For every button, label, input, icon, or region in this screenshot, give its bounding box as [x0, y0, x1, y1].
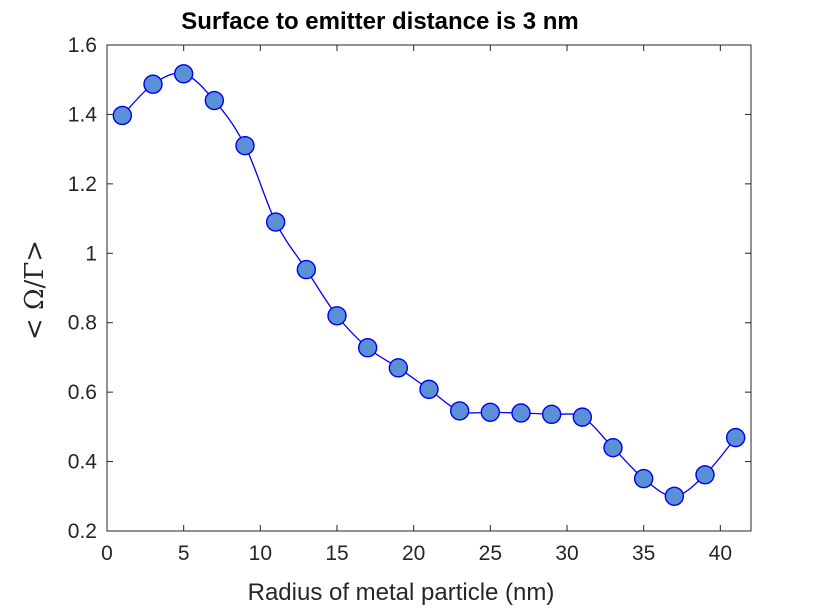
x-tick-label: 35	[632, 542, 655, 565]
x-tick-label: 5	[178, 542, 190, 565]
y-tick-label: 0.2	[68, 520, 97, 543]
y-tick-label: 1.2	[68, 173, 97, 196]
y-tick-label: 0.4	[68, 451, 98, 474]
data-point	[695, 465, 715, 485]
data-point	[357, 338, 378, 358]
marker-layer	[112, 64, 746, 506]
chart-title: Surface to emitter distance is 3 nm	[181, 8, 578, 35]
y-tick-label: 0.6	[68, 381, 97, 404]
x-axis-label: Radius of metal particle (nm)	[248, 579, 555, 606]
y-axis-label: < Ω/Γ>	[20, 240, 50, 340]
x-tick-label: 30	[555, 542, 578, 565]
data-point	[541, 404, 562, 425]
data-point	[296, 259, 317, 280]
data-point	[204, 90, 225, 111]
y-tick-label: 0.8	[68, 312, 97, 335]
plot-area	[107, 45, 751, 531]
x-tick-label: 20	[402, 542, 425, 565]
data-point	[480, 402, 501, 422]
x-tick-label: 40	[709, 542, 732, 565]
x-tick-label: 15	[325, 542, 348, 565]
data-point	[603, 437, 623, 458]
tick-layer: 0 5 10 15 20 25 30 35 40 0.2 0.4 0.6 0.8 1 1.2 1.4 1.6	[68, 34, 751, 565]
data-point	[419, 379, 439, 400]
x-tick-label: 25	[479, 542, 502, 565]
data-point	[143, 74, 163, 94]
y-tick-label: 1.6	[68, 34, 97, 57]
data-point	[327, 306, 347, 326]
data-point	[633, 468, 654, 489]
y-tick-label: 1	[85, 242, 97, 265]
data-point	[664, 486, 685, 506]
data-point	[449, 401, 470, 421]
x-tick-label: 0	[101, 542, 113, 565]
data-point	[511, 403, 531, 423]
data-point	[265, 212, 286, 232]
data-point	[388, 358, 409, 378]
plot-frame	[106, 44, 752, 532]
data-point	[572, 407, 593, 427]
x-tick-label: 10	[249, 542, 272, 565]
data-point	[173, 64, 194, 84]
data-point	[725, 427, 746, 448]
data-point	[235, 135, 255, 156]
y-tick-label: 1.4	[68, 103, 98, 126]
data-point	[112, 105, 133, 126]
